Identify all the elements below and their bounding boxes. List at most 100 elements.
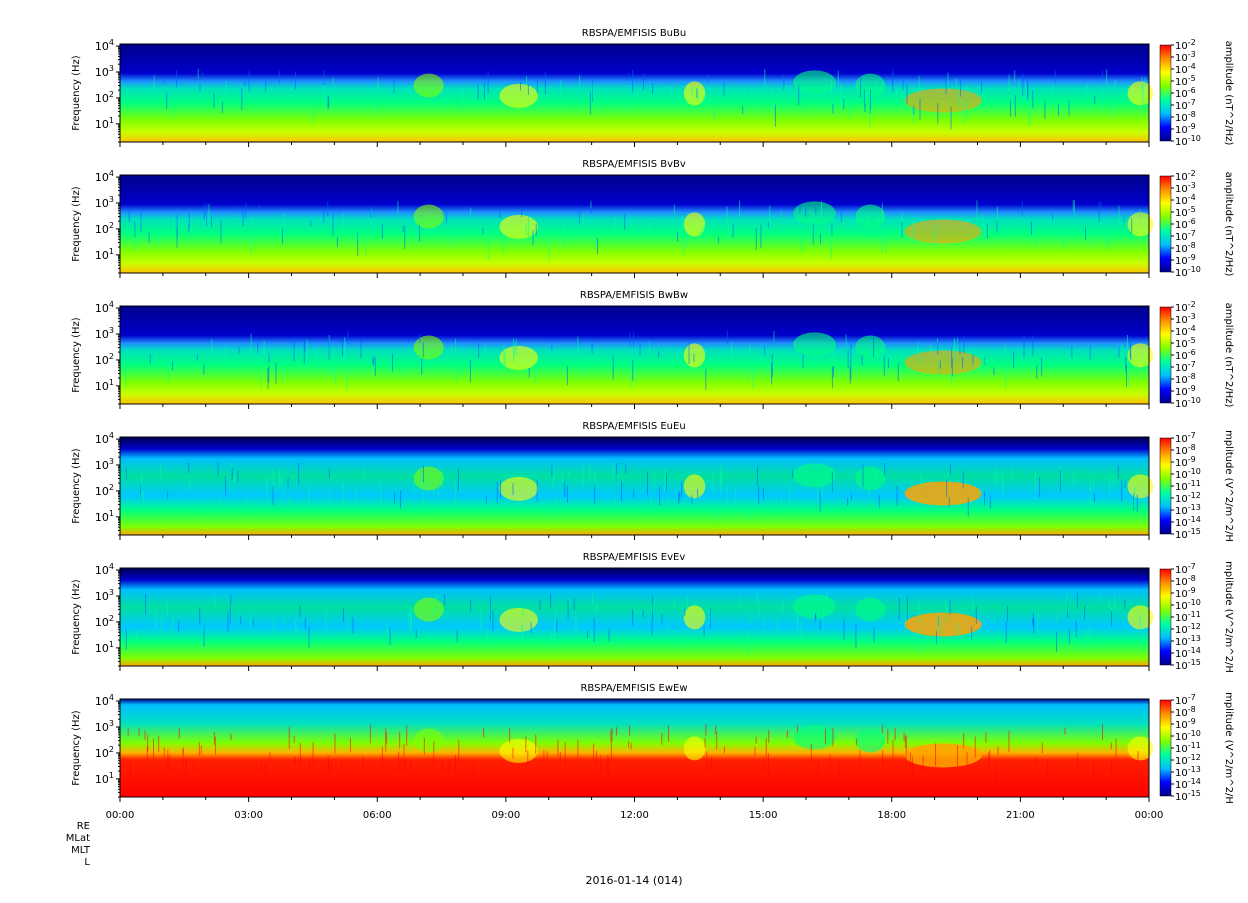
x-tick-label: 21:00 bbox=[1006, 810, 1035, 821]
emission-feature bbox=[683, 736, 706, 761]
spectrogram-image bbox=[120, 175, 1149, 273]
panel-title: RBSPA/EMFISIS BuBu bbox=[582, 28, 686, 39]
y-tick-label: 102 bbox=[95, 483, 114, 498]
y-tick-label: 101 bbox=[95, 771, 114, 786]
emission-feature bbox=[499, 607, 539, 632]
y-tick-label: 102 bbox=[95, 221, 114, 236]
y-axis-label: Frequency (Hz) bbox=[71, 579, 82, 655]
x-tick-label: 00:00 bbox=[1135, 810, 1164, 821]
y-tick-label: 101 bbox=[95, 378, 114, 393]
colorbar bbox=[1159, 568, 1172, 666]
ephemeris-label: L bbox=[84, 857, 90, 868]
spectrogram-panel: RBSPA/EMFISIS EwEw 101 102 103 104 Frequency … bbox=[71, 683, 1234, 804]
y-tick-label: 104 bbox=[95, 431, 114, 446]
spectrogram-panel: RBSPA/EMFISIS EvEv 101 102 103 104 Frequency … bbox=[71, 552, 1234, 673]
emission-feature bbox=[855, 597, 886, 622]
emission-feature bbox=[793, 70, 837, 95]
panel-title: RBSPA/EMFISIS BvBv bbox=[582, 159, 686, 170]
emission-feature bbox=[793, 725, 837, 750]
y-axis-label: Frequency (Hz) bbox=[71, 317, 82, 393]
y-tick-label: 102 bbox=[95, 90, 114, 105]
spectrogram-image bbox=[120, 44, 1149, 142]
colorbar-label: amplitude (nT^2/Hz) bbox=[1223, 172, 1234, 277]
emission-feature bbox=[413, 73, 444, 98]
x-tick-label: 15:00 bbox=[749, 810, 778, 821]
emission-feature bbox=[855, 204, 886, 229]
y-axis-label: Frequency (Hz) bbox=[71, 186, 82, 262]
emission-feature bbox=[1127, 736, 1154, 761]
x-tick-label: 03:00 bbox=[234, 810, 263, 821]
emission-feature bbox=[793, 332, 837, 357]
emission-feature bbox=[855, 335, 886, 360]
y-axis-label: Frequency (Hz) bbox=[71, 55, 82, 131]
spectrogram-image bbox=[120, 699, 1149, 797]
y-tick-label: 101 bbox=[95, 116, 114, 131]
spectrogram-image bbox=[120, 568, 1149, 666]
emission-feature bbox=[413, 728, 444, 753]
y-tick-label: 103 bbox=[95, 588, 114, 603]
emission-feature bbox=[499, 214, 539, 239]
y-tick-label: 103 bbox=[95, 326, 114, 341]
y-tick-label: 103 bbox=[95, 64, 114, 79]
spectrogram-panel: RBSPA/EMFISIS BuBu 101 102 103 104 Frequency … bbox=[71, 28, 1234, 148]
y-tick-label: 104 bbox=[95, 300, 114, 315]
y-tick-label: 104 bbox=[95, 38, 114, 53]
y-tick-label: 104 bbox=[95, 693, 114, 708]
colorbar bbox=[1159, 175, 1172, 273]
emission-feature bbox=[683, 474, 706, 499]
colorbar bbox=[1159, 699, 1172, 797]
colorbar-tick-label: 10-15 bbox=[1175, 789, 1201, 803]
colorbar bbox=[1159, 306, 1172, 404]
emission-feature bbox=[683, 81, 706, 106]
colorbar-label: mplitude (V^2/m^2/H bbox=[1223, 561, 1234, 673]
emission-feature bbox=[904, 743, 982, 768]
y-tick-label: 103 bbox=[95, 457, 114, 472]
emission-feature bbox=[499, 83, 539, 108]
emission-feature bbox=[683, 212, 706, 237]
emission-feature bbox=[793, 463, 837, 488]
emission-feature bbox=[499, 345, 539, 370]
spectrogram-image bbox=[120, 437, 1149, 535]
colorbar bbox=[1159, 44, 1172, 142]
emission-feature bbox=[1127, 81, 1154, 106]
colorbar-tick-label: 10-10 bbox=[1175, 265, 1201, 279]
y-axis-label: Frequency (Hz) bbox=[71, 710, 82, 786]
emission-feature bbox=[904, 88, 982, 113]
x-tick-label: 18:00 bbox=[877, 810, 906, 821]
y-tick-label: 101 bbox=[95, 247, 114, 262]
panel-title: RBSPA/EMFISIS EuEu bbox=[582, 421, 685, 432]
emission-feature bbox=[413, 597, 444, 622]
spectrogram-image bbox=[120, 306, 1149, 404]
y-tick-label: 103 bbox=[95, 719, 114, 734]
colorbar-label: amplitude (nT^2/Hz) bbox=[1223, 41, 1234, 146]
x-tick-label: 09:00 bbox=[491, 810, 520, 821]
y-tick-label: 102 bbox=[95, 745, 114, 760]
panel-title: RBSPA/EMFISIS EwEw bbox=[580, 683, 687, 694]
x-tick-label: 12:00 bbox=[620, 810, 649, 821]
spectrogram-panel: RBSPA/EMFISIS BvBv 101 102 103 104 Frequency … bbox=[71, 159, 1234, 279]
emission-feature bbox=[413, 204, 444, 229]
emission-feature bbox=[855, 73, 886, 98]
colorbar-tick-label: 10-15 bbox=[1175, 658, 1201, 672]
spectrogram-panel: RBSPA/EMFISIS EuEu 101 102 103 104 Frequency … bbox=[71, 421, 1234, 542]
y-tick-label: 101 bbox=[95, 509, 114, 524]
y-tick-label: 103 bbox=[95, 195, 114, 210]
emission-feature bbox=[1127, 212, 1154, 237]
y-tick-label: 101 bbox=[95, 640, 114, 655]
colorbar-label: mplitude (V^2/m^2/H bbox=[1223, 692, 1234, 804]
emission-feature bbox=[1127, 474, 1154, 499]
emission-feature bbox=[855, 466, 886, 491]
emission-feature bbox=[793, 594, 837, 619]
colorbar-tick-label: 10-15 bbox=[1175, 527, 1201, 541]
panel-title: RBSPA/EMFISIS BwBw bbox=[580, 290, 688, 301]
emission-feature bbox=[499, 476, 539, 501]
colorbar-label: mplitude (V^2/m^2/H bbox=[1223, 430, 1234, 542]
emission-feature bbox=[904, 219, 982, 244]
colorbar-tick-label: 10-10 bbox=[1175, 396, 1201, 410]
colorbar bbox=[1159, 437, 1172, 535]
y-axis-label: Frequency (Hz) bbox=[71, 448, 82, 524]
x-tick-label: 00:00 bbox=[106, 810, 135, 821]
ephemeris-label: MLT bbox=[71, 845, 91, 856]
